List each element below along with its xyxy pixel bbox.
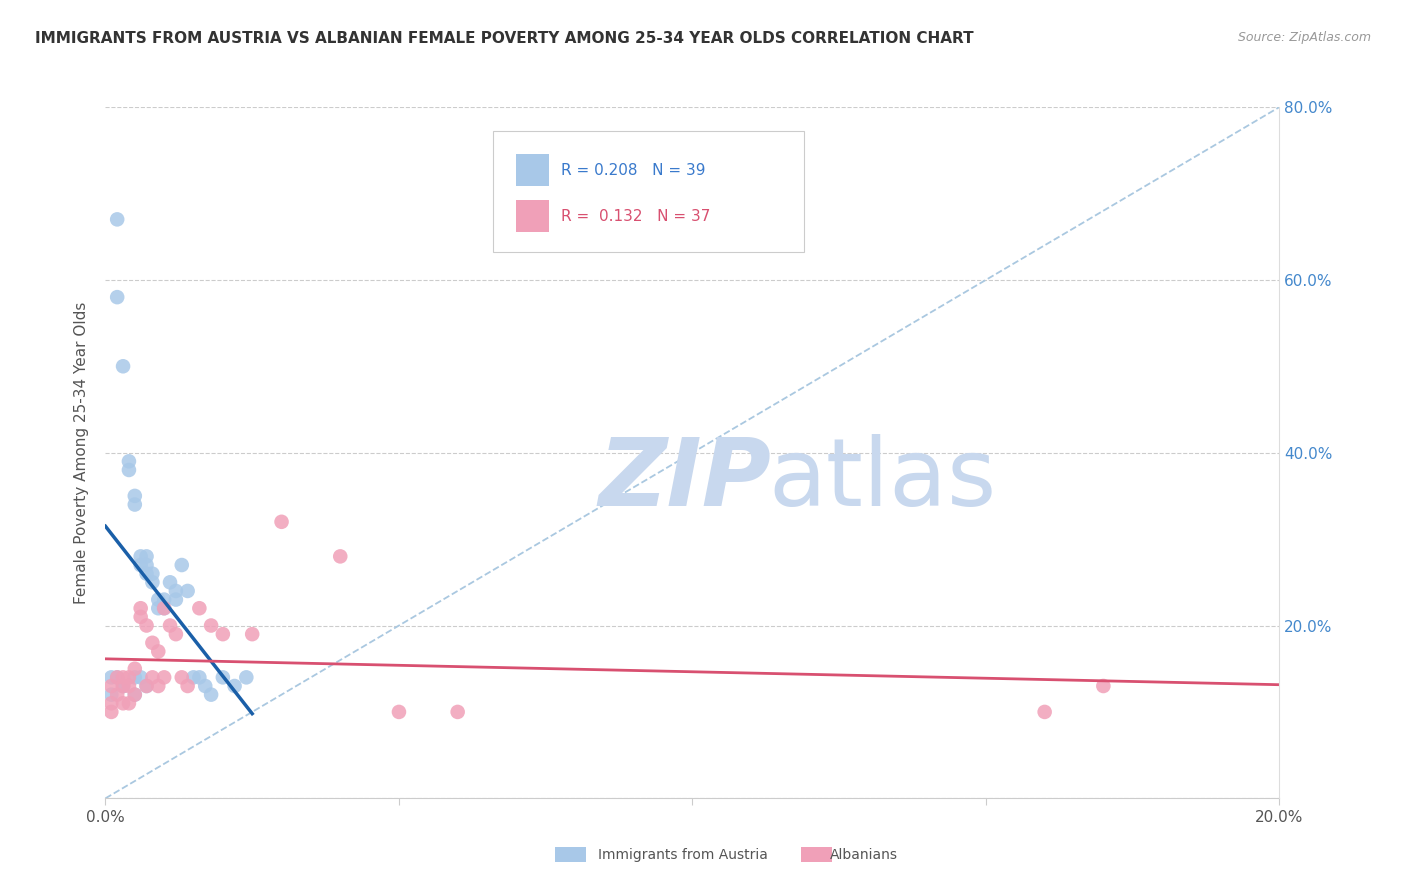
Point: [118, 679, 141, 693]
Point: [124, 498, 146, 512]
Point: [148, 644, 170, 658]
Point: [224, 679, 246, 693]
Text: atlas: atlas: [769, 434, 997, 526]
Point: [124, 670, 146, 684]
Text: IMMIGRANTS FROM AUSTRIA VS ALBANIAN FEMALE POVERTY AMONG 25-34 YEAR OLDS CORRELA: IMMIGRANTS FROM AUSTRIA VS ALBANIAN FEMA…: [35, 31, 974, 46]
Point: [211, 627, 233, 641]
Point: [194, 679, 217, 693]
Point: [141, 566, 163, 581]
Point: [135, 679, 157, 693]
Point: [135, 549, 157, 564]
Point: [105, 670, 128, 684]
Point: [141, 636, 163, 650]
Point: [148, 601, 170, 615]
Point: [176, 679, 198, 693]
Point: [148, 679, 170, 693]
Point: [188, 601, 211, 615]
Text: R = 0.208   N = 39: R = 0.208 N = 39: [561, 163, 706, 178]
Point: [165, 592, 187, 607]
Point: [170, 558, 193, 572]
Point: [1033, 705, 1056, 719]
Point: [118, 454, 141, 468]
Point: [105, 290, 128, 304]
Point: [211, 670, 233, 684]
Point: [124, 688, 146, 702]
Text: R =  0.132   N = 37: R = 0.132 N = 37: [561, 209, 710, 224]
Point: [188, 670, 211, 684]
Point: [159, 575, 181, 590]
Point: [135, 618, 157, 632]
Point: [153, 601, 176, 615]
Point: [153, 670, 176, 684]
Point: [235, 670, 257, 684]
Point: [170, 670, 193, 684]
Point: [183, 670, 205, 684]
Point: [159, 618, 181, 632]
Text: Source: ZipAtlas.com: Source: ZipAtlas.com: [1237, 31, 1371, 45]
Bar: [516, 201, 550, 233]
Point: [141, 575, 163, 590]
Point: [129, 610, 152, 624]
Point: [124, 662, 146, 676]
Point: [141, 670, 163, 684]
Point: [112, 359, 135, 374]
Point: [329, 549, 352, 564]
Point: [112, 679, 135, 693]
Point: [112, 679, 135, 693]
Point: [1092, 679, 1115, 693]
Point: [100, 670, 122, 684]
Point: [124, 489, 146, 503]
Point: [129, 549, 152, 564]
Point: [135, 558, 157, 572]
Point: [105, 212, 128, 227]
Point: [112, 679, 135, 693]
Point: [446, 705, 468, 719]
Point: [112, 670, 135, 684]
Point: [135, 566, 157, 581]
Point: [129, 670, 152, 684]
Point: [100, 705, 122, 719]
Point: [118, 670, 141, 684]
FancyBboxPatch shape: [494, 131, 804, 252]
Point: [200, 688, 222, 702]
Point: [176, 583, 198, 598]
Bar: [516, 154, 550, 186]
Point: [153, 592, 176, 607]
Text: Immigrants from Austria: Immigrants from Austria: [598, 847, 768, 862]
Point: [105, 670, 128, 684]
Text: Albanians: Albanians: [830, 847, 897, 862]
Point: [388, 705, 411, 719]
Point: [112, 696, 135, 710]
Point: [165, 583, 187, 598]
Point: [200, 618, 222, 632]
Point: [100, 688, 122, 702]
Point: [105, 688, 128, 702]
Point: [129, 558, 152, 572]
Point: [153, 601, 176, 615]
Point: [124, 688, 146, 702]
Point: [270, 515, 292, 529]
Point: [129, 601, 152, 615]
Point: [135, 679, 157, 693]
Text: ZIP: ZIP: [599, 434, 772, 526]
Y-axis label: Female Poverty Among 25-34 Year Olds: Female Poverty Among 25-34 Year Olds: [75, 301, 90, 604]
Point: [165, 627, 187, 641]
Point: [100, 696, 122, 710]
Point: [118, 463, 141, 477]
Point: [148, 592, 170, 607]
Point: [100, 679, 122, 693]
Point: [118, 696, 141, 710]
Point: [240, 627, 263, 641]
